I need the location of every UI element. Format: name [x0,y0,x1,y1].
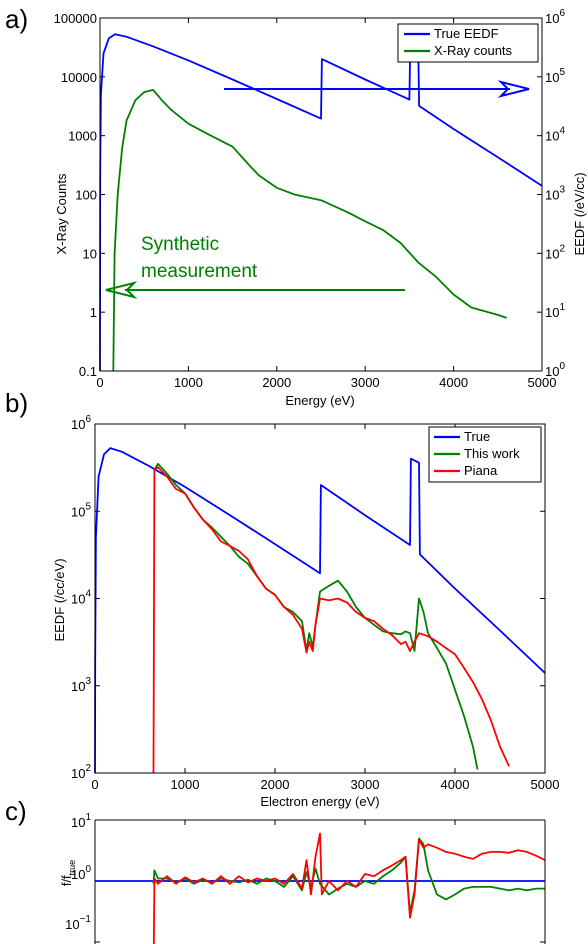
panel-b-series [94,447,546,774]
panel-a-legend: True EEDF X-Ray counts [397,23,539,63]
b-ytick-label: 103 [71,676,91,694]
panel-b-ylabel: EEDF (/cc/eV) [52,558,67,641]
a-xtick-label: 4000 [439,375,468,390]
a-ytick-right-label: 101 [545,302,565,320]
panel-c-ylabel-main: f/f [59,875,74,886]
panel-a: a) X-Ray Counts EEDF (/eV/cc) Energy (eV… [5,4,587,408]
legend-xray-counts: X-Ray counts [434,43,513,58]
b-xtick-label: 3000 [351,777,380,792]
a-xtick-label: 2000 [262,375,291,390]
a-ytick-label: 10 [83,246,97,261]
a-ytick-right-label: 106 [545,8,565,26]
a-xtick-label: 3000 [351,375,380,390]
a-ytick-label: 10000 [61,70,97,85]
a-ytick-label: 100000 [54,11,97,26]
b-xtick-label: 5000 [531,777,560,792]
b-line-this-work [153,462,479,770]
panel-c: c) f/ftrue 101 100 10−1 [5,796,546,944]
panel-a-series [99,33,543,372]
b-xtick-label: 4000 [441,777,470,792]
panel-a-ylabel: X-Ray Counts [54,173,69,254]
c-ytick-label: 101 [71,812,91,830]
a-ytick-right-label: 104 [545,126,565,144]
panel-b-legend: True This work Piana [428,426,542,483]
a-ytick-label: 1 [90,305,97,320]
b-ytick-label: 104 [71,589,91,607]
panel-a-axes-box [99,17,543,372]
a-ytick-label: 0.1 [79,364,97,379]
legend-true-eedf: True EEDF [434,26,499,41]
legend-this-work: This work [464,446,520,461]
panel-c-label: c) [5,796,27,826]
b-ytick-label: 105 [71,501,91,519]
legend-true: True [464,429,490,444]
panel-a-ticks: 0 1000 2000 3000 4000 5000 0.1 1 10 100 1000 10000 1… [54,8,566,390]
c-ytick-label: 10−1 [65,914,91,932]
panel-c-ticks: 101 100 10−1 [65,812,545,943]
a-ytick-right-label: 102 [545,243,565,261]
b-line-piana [152,466,510,774]
b-xtick-label: 1000 [171,777,200,792]
panel-c-ylabel: f/ftrue [59,860,77,886]
a-line-x-ray-counts [112,89,507,372]
a-xtick-label: 0 [96,375,103,390]
a-ytick-label: 1000 [68,129,97,144]
a-ytick-right-label: 103 [545,185,565,203]
panel-a-ylabel-right: EEDF (/eV/cc) [572,172,587,255]
panel-a-label: a) [5,4,28,34]
c-line-piana [152,832,545,944]
annotation-measurement: measurement [141,261,258,282]
arrow-to-left-axis [105,281,405,299]
panel-b-xlabel: Electron energy (eV) [260,794,379,809]
a-xtick-label: 1000 [174,375,203,390]
a-ytick-right-label: 105 [545,67,565,85]
b-line-true [94,447,546,774]
panel-b-label: b) [5,388,28,418]
legend-piana: Piana [464,463,498,478]
b-ytick-label: 102 [71,763,91,781]
panel-b-axes-box [94,423,546,774]
svg-text:f/ftrue: f/ftrue [59,860,77,886]
b-ytick-label: 106 [71,414,91,432]
panel-c-series [95,832,545,944]
panel-c-ylabel-sub: true [67,860,77,876]
c-ytick-label: 100 [71,864,91,882]
a-xtick-label: 5000 [528,375,557,390]
a-ytick-label: 100 [75,188,97,203]
panel-b-ticks: 0 1000 2000 3000 4000 5000 102 103 104 105 106 [71,414,559,792]
panel-a-xlabel: Energy (eV) [285,393,354,408]
b-xtick-label: 2000 [261,777,290,792]
arrow-to-right-axis [224,80,530,98]
a-ytick-right-label: 100 [545,361,565,379]
b-xtick-label: 0 [91,777,98,792]
a-line-true-eedf [99,33,543,372]
annotation-synthetic: Synthetic [141,234,219,255]
